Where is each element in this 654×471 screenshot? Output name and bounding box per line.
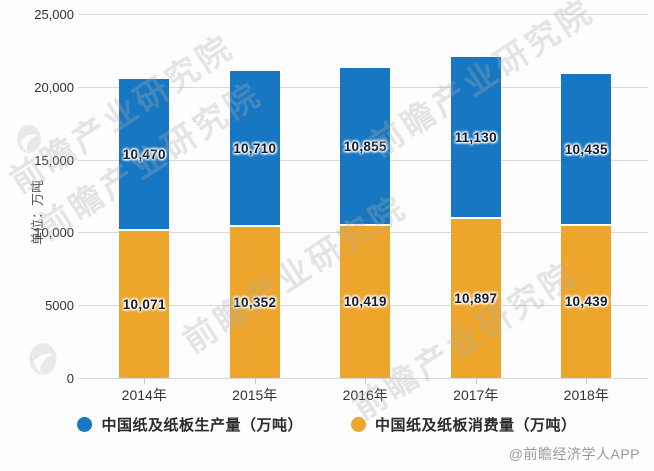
bar-value-2015年-s1: 10,710 [233, 141, 277, 157]
legend-item-consumption: 中国纸及纸板消费量（万吨） [351, 414, 577, 435]
x-tick-label-2014年: 2014年 [121, 387, 167, 403]
legend-dot-consumption [351, 417, 366, 432]
bar-value-2017年-s0: 10,897 [454, 290, 498, 306]
gridline-25000 [78, 14, 648, 15]
legend-item-production: 中国纸及纸板生产量（万吨） [77, 414, 303, 435]
bar-value-2016年-s1: 10,855 [343, 139, 387, 155]
y-tick-label-10000: 10,000 [34, 225, 74, 241]
bar-value-2014年-s1: 10,470 [122, 147, 166, 163]
bar-segment-2014年-s0 [119, 231, 170, 378]
x-tick-mark-2018年 [586, 378, 588, 384]
bar-segment-2017年-s0 [450, 219, 501, 378]
legend-label-production: 中国纸及纸板生产量（万吨） [101, 417, 303, 434]
x-tick-mark-2016年 [365, 378, 367, 384]
y-tick-label-5000: 5000 [45, 298, 74, 314]
legend-dot-production [77, 417, 93, 432]
x-tick-label-2016年: 2016年 [342, 387, 388, 403]
x-tick-mark-2017年 [475, 378, 477, 384]
y-tick-label-15000: 15,000 [34, 152, 74, 168]
chart-legend: 中国纸及纸板生产量（万吨） 中国纸及纸板消费量（万吨） [0, 414, 654, 435]
x-tick-mark-2014年 [144, 378, 146, 384]
y-tick-label-25000: 25,000 [34, 7, 74, 22]
bar-value-2018年-s1: 10,435 [564, 142, 608, 158]
x-tick-label-2018年: 2018年 [563, 387, 609, 403]
bar-segment-2015年-s1 [229, 71, 280, 228]
x-tick-mark-2015年 [254, 378, 256, 384]
bar-value-2017年-s1: 11,130 [454, 130, 497, 146]
y-tick-label-0: 0 [66, 371, 74, 386]
source-credit: @前瞻经济学人APP [508, 446, 640, 462]
bar-segment-2018年-s1 [561, 74, 612, 226]
gridline-0 [78, 378, 648, 379]
bar-segment-2016年-s1 [340, 68, 391, 227]
bar-value-2014年-s0: 10,071 [122, 296, 166, 312]
bar-segment-2014年-s1 [119, 78, 170, 232]
legend-label-consumption: 中国纸及纸板消费量（万吨） [375, 417, 577, 434]
bar-value-2015年-s0: 10,352 [233, 294, 277, 310]
bar-segment-2016年-s0 [340, 226, 391, 378]
x-tick-label-2017年: 2017年 [453, 387, 499, 403]
bar-segment-2015年-s0 [229, 227, 280, 378]
bar-segment-2017年-s1 [450, 57, 501, 220]
bar-segment-2018年-s0 [561, 226, 612, 378]
x-tick-label-2015年: 2015年 [232, 387, 278, 403]
y-tick-label-20000: 20,000 [34, 79, 74, 95]
bar-value-2016年-s0: 10,419 [343, 294, 387, 310]
bar-value-2018年-s0: 10,439 [564, 294, 608, 309]
